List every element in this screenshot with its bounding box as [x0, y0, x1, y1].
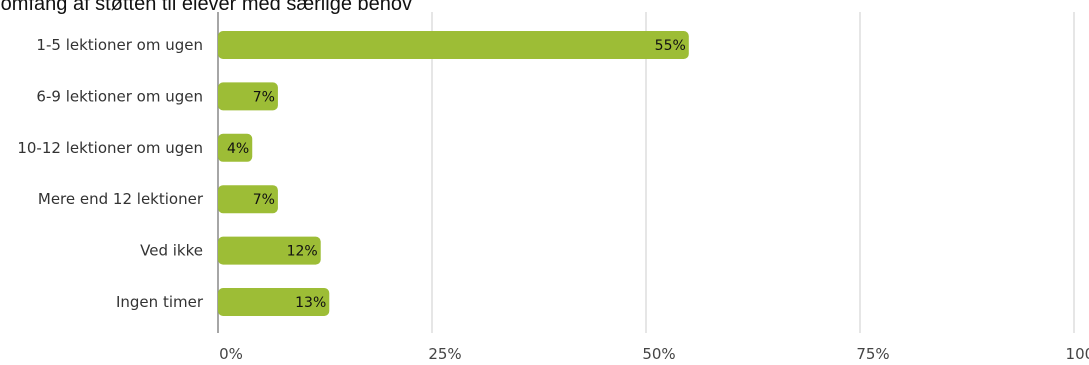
bars	[218, 31, 689, 316]
x-tick-labels: 0% 25% 50% 75% 100%	[219, 345, 1089, 363]
category-label: 1-5 lektioner om ugen	[36, 36, 203, 54]
bar	[218, 288, 330, 316]
bar	[218, 133, 253, 162]
category-label: Mere end 12 lektioner	[38, 190, 204, 208]
chart-title: ske omfang af støtten til elever med sær…	[0, 0, 412, 15]
data-labels: 55% 7% 4% 7% 12% 13%	[227, 38, 686, 311]
x-tick-label: 100%	[1066, 345, 1089, 363]
category-label: 10-12 lektioner om ugen	[17, 139, 203, 157]
data-label: 7%	[253, 89, 275, 105]
bar	[218, 82, 278, 111]
x-tick-label: 25%	[428, 345, 461, 363]
category-label: Ved ikke	[140, 242, 203, 260]
category-label: 6-9 lektioner om ugen	[36, 87, 203, 105]
data-label: 55%	[655, 38, 686, 54]
category-label: Ingen timer	[116, 293, 204, 311]
category-labels: 1-5 lektioner om ugen 6-9 lektioner om ug…	[17, 36, 203, 311]
x-tick-label: 75%	[856, 345, 889, 363]
bar	[218, 236, 321, 265]
x-tick-label: 50%	[642, 345, 675, 363]
grid-lines	[217, 12, 1075, 333]
bar	[218, 185, 278, 214]
data-label: 12%	[287, 244, 318, 260]
data-label: 13%	[295, 295, 326, 311]
x-tick-label: 0%	[219, 345, 243, 363]
data-label: 7%	[253, 192, 275, 208]
bar	[218, 31, 689, 59]
data-label: 4%	[227, 141, 249, 157]
